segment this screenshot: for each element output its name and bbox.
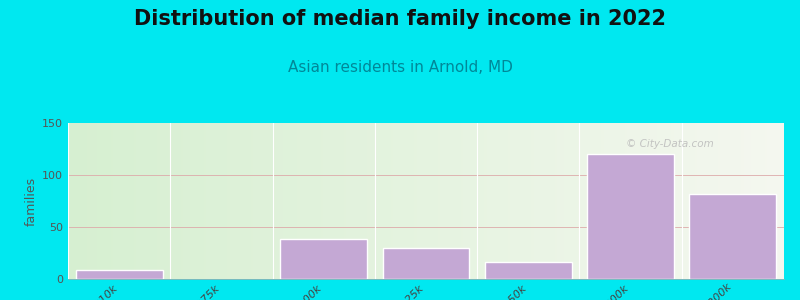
- Text: Distribution of median family income in 2022: Distribution of median family income in …: [134, 9, 666, 29]
- Bar: [587, 154, 674, 279]
- Text: Asian residents in Arnold, MD: Asian residents in Arnold, MD: [287, 60, 513, 75]
- Bar: [382, 248, 470, 279]
- Bar: [280, 239, 367, 279]
- Bar: [76, 270, 162, 279]
- Bar: [690, 194, 776, 279]
- Text: © City-Data.com: © City-Data.com: [626, 139, 714, 148]
- Bar: [485, 262, 572, 279]
- Y-axis label: families: families: [25, 176, 38, 226]
